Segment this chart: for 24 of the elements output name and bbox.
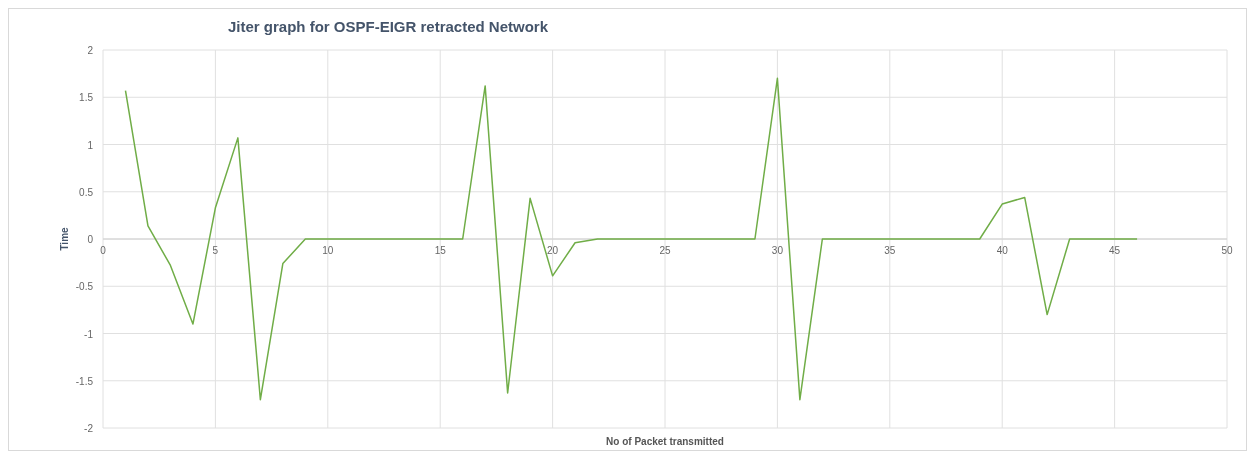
x-axis-title: No of Packet transmitted [606,436,724,447]
x-tick-label: 45 [1109,245,1121,256]
y-tick-label: -1.5 [75,375,94,387]
y-tick-label: -0.5 [75,281,94,293]
x-tick-label: 15 [434,245,447,256]
x-tick-label: 25 [659,245,671,256]
x-tick-label: 10 [322,245,334,256]
y-tick-label: 1.5 [79,92,94,104]
y-tick-label: 0 [87,234,94,245]
x-tick-label: 40 [996,245,1009,256]
y-tick-label: -2 [84,423,94,434]
chart-title: Jiter graph for OSPF-EIGR retracted Network [227,18,549,35]
y-tick-label: 2 [87,45,94,56]
line-series [124,77,1138,401]
x-tick-label: 20 [547,245,559,256]
x-tick-label: 5 [212,245,219,256]
x-tick-label: 30 [771,245,784,256]
x-tick-label: 50 [1221,245,1233,256]
x-tick-label: 0 [100,245,107,256]
y-tick-label: 1 [87,139,94,151]
x-tick-label: 35 [884,245,896,256]
y-tick-label: -1 [84,328,94,340]
y-tick-label: 0.5 [79,186,94,198]
y-axis-title: Time [59,226,70,251]
